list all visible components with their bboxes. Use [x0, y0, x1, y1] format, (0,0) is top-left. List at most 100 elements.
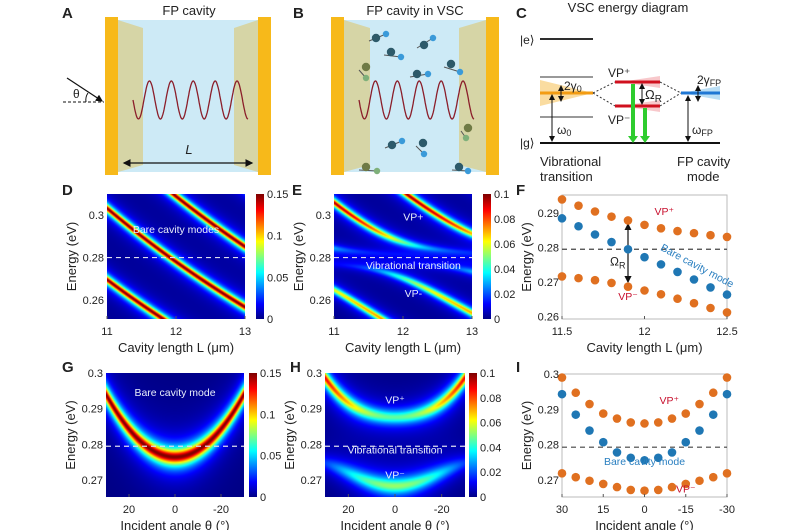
- data-point-polariton: [590, 207, 600, 216]
- data-point-polariton: [623, 216, 633, 225]
- y-tick-label: 0.29: [538, 208, 559, 220]
- data-point-polariton: [574, 273, 583, 283]
- plot-annotation: VP⁺: [385, 394, 405, 406]
- x-tick-label: -20: [213, 504, 229, 516]
- colorbar-g: [249, 373, 257, 497]
- vibrational-caption: Vibrational: [540, 154, 601, 169]
- x-tick-label: 20: [342, 504, 354, 516]
- y-tick-label: 0.26: [538, 311, 559, 323]
- panel-a: A FP cavity θ L: [62, 3, 271, 175]
- heatmap-e: [334, 194, 472, 319]
- gammafp-label: 2γFP: [697, 73, 721, 88]
- data-point-polariton: [656, 289, 666, 299]
- x-tick-label: 11: [328, 326, 339, 338]
- x-tick-label: 20: [123, 504, 135, 516]
- molecule: [368, 30, 390, 43]
- molecule: [409, 69, 432, 79]
- molecule: [358, 162, 381, 175]
- data-point-polariton: [626, 485, 636, 495]
- molecule: [443, 59, 464, 76]
- panel-letter: C: [516, 5, 527, 22]
- mirror-right: [258, 17, 271, 175]
- y-tick-label: 0.27: [82, 475, 103, 487]
- colorbar-tick-label: 0.08: [480, 393, 501, 405]
- data-point-polariton: [695, 476, 704, 486]
- data-point-cavity: [673, 267, 682, 277]
- mirror-left: [105, 17, 118, 175]
- standing-wave: [132, 80, 249, 120]
- coupling-line: [592, 81, 616, 94]
- rabi-label: ΩR: [645, 87, 662, 105]
- y-tick-label: 0.3: [316, 210, 331, 222]
- y-tick-label: 0.3: [89, 210, 104, 222]
- y-tick-label: 0.27: [538, 277, 559, 289]
- x-tick-label: 15: [597, 504, 609, 516]
- data-point-polariton: [653, 418, 663, 427]
- y-tick-label: 0.29: [301, 404, 322, 416]
- data-point-cavity: [653, 453, 663, 463]
- data-point-polariton: [585, 476, 594, 486]
- data-point-polariton: [708, 472, 718, 482]
- taper-right: [459, 20, 486, 172]
- y-axis-label: Energy (eV): [519, 401, 534, 470]
- colorbar-tick-label: 0.02: [494, 289, 515, 301]
- y-tick-label: 0.26: [83, 295, 104, 307]
- data-point-cavity: [612, 448, 622, 457]
- x-tick-label: 0: [172, 504, 178, 516]
- panel-b: B FP cavity in VSC: [293, 3, 499, 175]
- data-point-cavity: [722, 290, 732, 299]
- data-point-polariton: [681, 479, 691, 489]
- panel-letter: F: [516, 182, 525, 199]
- panel-letter: D: [62, 182, 73, 199]
- molecule: [358, 62, 371, 82]
- x-tick-label: 12.5: [716, 326, 737, 338]
- vp-minus-label: VP⁻: [608, 113, 630, 127]
- x-tick-label: 13: [239, 326, 251, 338]
- colorbar-tick-label: 0: [480, 492, 486, 504]
- x-axis-label: Cavity length L (μm): [586, 340, 702, 355]
- data-point-polariton: [607, 212, 616, 221]
- y-tick-label: 0.29: [82, 404, 103, 416]
- data-point-polariton: [585, 399, 594, 409]
- panel-letter: E: [292, 182, 302, 199]
- plot-annotation: Bare cavity modes: [133, 224, 219, 236]
- data-point-cavity: [722, 389, 732, 399]
- angle-arc: [85, 92, 89, 103]
- y-tick-label: 0.26: [310, 295, 331, 307]
- x-axis-label: Incident angle θ (°): [340, 518, 449, 530]
- colorbar-tick-label: 0: [494, 314, 500, 326]
- molecules: [358, 30, 473, 175]
- plot-annotation: VP-: [405, 288, 423, 300]
- y-tick-label: 0.28: [301, 439, 322, 451]
- x-axis-label: Cavity length L (μm): [345, 340, 461, 355]
- data-point-polariton: [722, 373, 732, 382]
- data-point-polariton: [640, 220, 649, 230]
- plot-annotation: VP+: [403, 211, 423, 223]
- y-axis-label: Energy (eV): [291, 222, 306, 291]
- data-point-polariton: [598, 479, 608, 489]
- molecule: [383, 47, 405, 61]
- y-tick-label: 0.28: [83, 253, 104, 265]
- data-point-cavity: [557, 214, 567, 223]
- panel-letter: G: [62, 359, 74, 376]
- colorbar-h: [469, 373, 477, 497]
- panel-letter: I: [516, 359, 520, 376]
- data-point-polariton: [574, 201, 583, 210]
- molecule: [416, 34, 437, 50]
- x-axis-label: Cavity length L (μm): [118, 340, 234, 355]
- series-label: VP⁻: [676, 483, 696, 495]
- data-point-polariton: [571, 388, 581, 398]
- colorbar-tick-label: 0.02: [480, 467, 501, 479]
- gamma0-label: 2γ0: [564, 79, 582, 94]
- cavity-caption: FP cavity: [677, 154, 731, 169]
- coupling-line: [659, 81, 682, 94]
- data-point-polariton: [623, 282, 633, 292]
- taper-left: [118, 20, 143, 172]
- data-point-polariton: [626, 418, 636, 427]
- x-tick-label: -20: [434, 504, 450, 516]
- panel-title: FP cavity: [162, 3, 216, 18]
- data-point-cavity: [706, 283, 715, 292]
- colorbar-tick-label: 0.08: [494, 214, 515, 226]
- data-point-polariton: [695, 399, 704, 409]
- molecule: [451, 162, 472, 175]
